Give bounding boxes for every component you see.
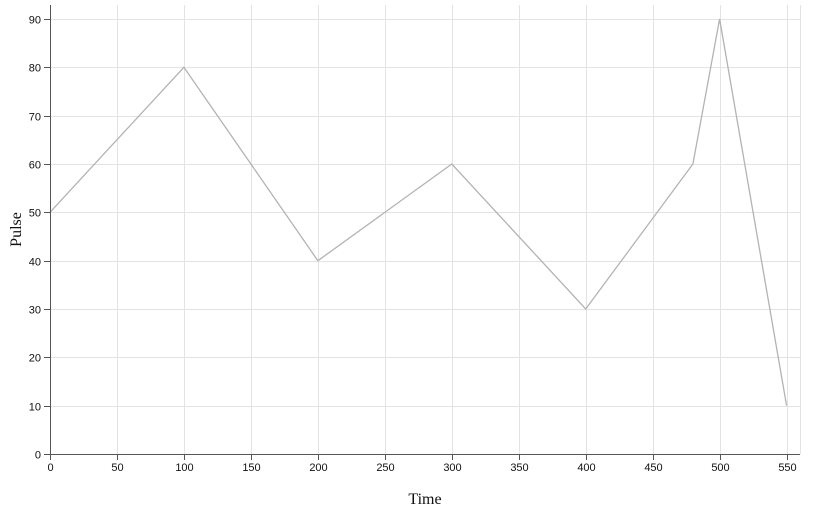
- y-axis-title: Pulse: [8, 212, 25, 247]
- y-tick-label-70: 70: [29, 112, 41, 124]
- y-tick-label-40: 40: [29, 257, 41, 269]
- x-gridlines: [50, 5, 801, 454]
- x-tick-label-200: 200: [309, 462, 327, 474]
- x-tick-label-450: 450: [644, 462, 662, 474]
- x-tick-label-300: 300: [443, 462, 461, 474]
- y-tick-label-60: 60: [29, 160, 41, 172]
- x-tick-label-250: 250: [376, 462, 394, 474]
- y-tick-label-50: 50: [29, 208, 41, 220]
- x-tick-label-550: 550: [778, 462, 796, 474]
- y-axis-ticks: 0 10 20 30 40 50 60 70 80 90: [29, 15, 50, 462]
- y-tick-label-10: 10: [29, 402, 41, 414]
- series-layer: [49, 18, 788, 406]
- x-tick-label-50: 50: [111, 462, 123, 474]
- y-tick-label-0: 0: [35, 450, 41, 462]
- y-tick-label-30: 30: [29, 305, 41, 317]
- x-axis-title: Time: [408, 491, 441, 508]
- y-tick-label-90: 90: [29, 15, 41, 27]
- x-tick-label-350: 350: [510, 462, 528, 474]
- x-tick-label-400: 400: [577, 462, 595, 474]
- x-tick-label-150: 150: [242, 462, 260, 474]
- x-tick-label-500: 500: [711, 462, 729, 474]
- x-tick-label-0: 0: [47, 462, 53, 474]
- series-line-0: [49, 18, 788, 406]
- x-axis-ticks: 0 50 100 150 200 250 300 350 400 450 500 550: [47, 454, 797, 474]
- y-tick-label-80: 80: [29, 63, 41, 75]
- y-gridlines: [50, 19, 800, 455]
- y-tick-label-20: 20: [29, 353, 41, 365]
- x-tick-label-100: 100: [175, 462, 193, 474]
